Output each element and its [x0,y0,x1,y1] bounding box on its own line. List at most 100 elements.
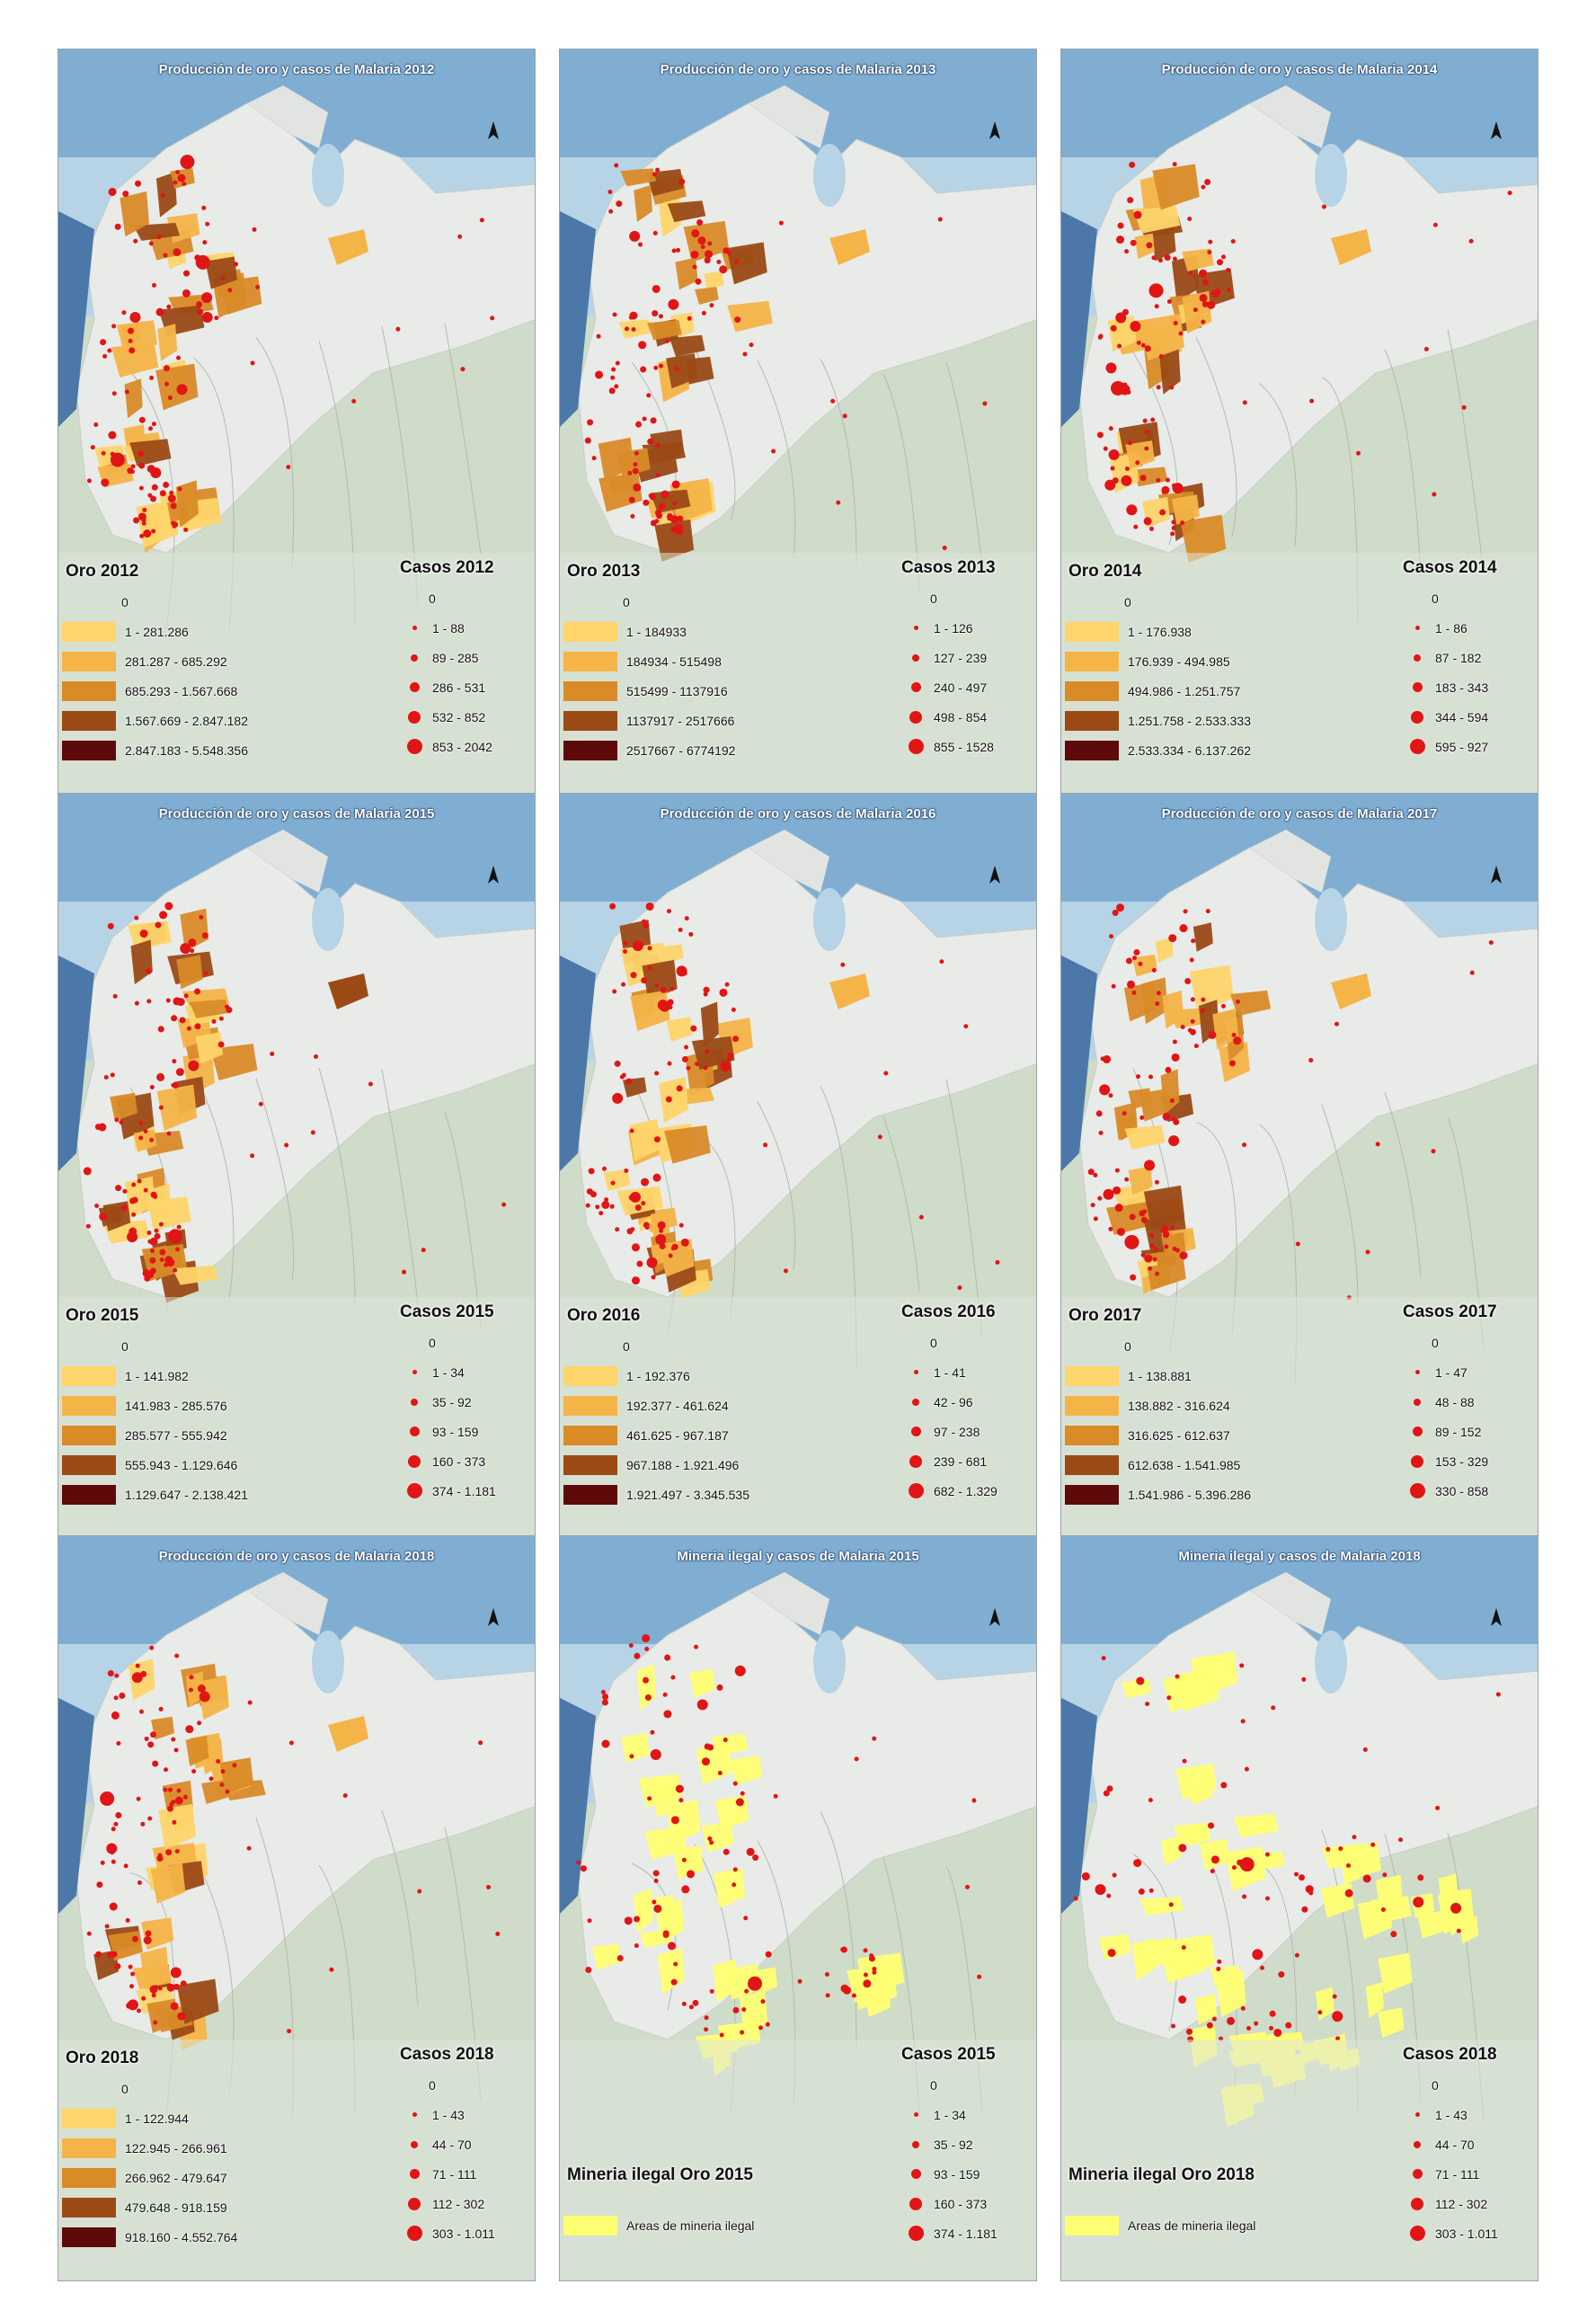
malaria-case-dot [501,1202,507,1207]
malaria-case-dot [107,922,114,929]
mining-area [111,342,159,378]
malaria-case-dot [136,1796,141,1801]
malaria-case-dot [176,1224,182,1230]
malaria-case-dot [1152,1257,1157,1262]
malaria-case-dot [135,180,142,187]
legend-swatch [62,2167,116,2188]
legend-row-oro: 285.577 - 555.942 [62,1420,305,1450]
mining-area [205,256,238,289]
malaria-case-dot [1139,1210,1146,1217]
malaria-case-dot [171,1800,176,1805]
malaria-case-dot [586,1188,593,1195]
mining-area [620,168,657,187]
malaria-case-dot [129,1984,135,1989]
legend-title: Mineria ilegal Oro 2018 [1068,2165,1255,2184]
malaria-case-dot [116,1741,121,1746]
mining-area [853,1976,884,2011]
legend-row-casos: 498 - 854 [898,702,1033,732]
malaria-case-dot [1431,1149,1436,1154]
malaria-case-dot [1136,1676,1145,1685]
mining-area [659,1239,695,1277]
malaria-case-dot [152,1760,159,1767]
malaria-case-dot [1103,446,1108,451]
mining-area [1375,1874,1404,1915]
mining-area [155,172,177,218]
malaria-case-dot [172,1819,177,1825]
malaria-case-dot [1112,909,1119,916]
legend-label: 374 - 1.181 [934,2226,998,2241]
malaria-case-dot [86,1931,92,1936]
malaria-case-dot [145,1930,152,1937]
legend-dot-cell [898,2105,934,2125]
malaria-case-dot [638,341,647,350]
malaria-case-dot [749,342,754,348]
legend-row-zero: 0 [1399,583,1534,613]
malaria-case-dot [149,1137,155,1142]
malaria-case-dot [650,417,657,424]
malaria-case-dot [1171,1053,1180,1062]
malaria-case-dot [1151,255,1157,261]
oro-legend: Oro 2013 0 1 - 184933 184934 - 515498 515499… [563,562,806,765]
malaria-case-dot [111,391,117,396]
malaria-case-dot [197,1684,206,1693]
admin-border [381,1809,419,2005]
legend-dot [1412,2169,1423,2179]
malaria-case-dot [700,244,705,250]
malaria-case-dot [1301,1906,1308,1913]
malaria-case-dot [1178,1844,1187,1853]
admin-border [882,373,920,591]
mining-area [124,378,143,419]
legend-label: 1 - 192.376 [626,1368,690,1383]
malaria-case-dot [1127,440,1132,446]
legend-label: 1 - 138.881 [1128,1368,1192,1383]
malaria-case-dot [460,367,466,372]
legend-dot-cell [396,2135,432,2155]
malaria-case-dot [98,1123,107,1132]
mining-area [1331,973,1371,1009]
legend-dot [909,710,922,724]
malaria-case-dot [164,902,173,911]
legend-label: 0 [930,2077,937,2093]
mining-area [1140,977,1168,1025]
legend-dot [412,1370,417,1374]
malaria-case-dot [598,1211,604,1216]
malaria-case-dot [655,473,661,478]
malaria-case-dot [658,314,663,319]
malaria-case-dot [1148,1888,1154,1893]
legend-dot-cell [396,2105,432,2125]
legend-dot-cell [1399,707,1435,727]
admin-border [1195,1122,1237,1334]
mining-area [700,1001,719,1047]
map-panel-4: Producción de oro y casos de Malaria 201… [58,793,536,1539]
legend-swatch [563,680,617,701]
legend-backdrop [560,553,1036,794]
malaria-case-dot [173,180,178,185]
malaria-case-dot [704,2027,709,2032]
mining-area [1189,964,1234,1012]
mining-area [110,1092,137,1122]
malaria-case-dot [695,278,702,285]
legend-row-casos: 160 - 373 [898,2189,1033,2218]
malaria-case-dot [131,1935,138,1942]
malaria-case-dot [148,426,154,431]
malaria-case-dot [1375,1142,1380,1147]
malaria-case-dot [1131,990,1137,995]
malaria-case-dot [652,1870,660,1877]
malaria-case-dot [1380,1907,1386,1913]
malaria-case-dot [127,327,134,334]
malaria-case-dot [1226,287,1231,292]
malaria-case-dot [1179,1251,1188,1260]
mining-area [98,1204,123,1227]
malaria-case-dot [1244,1766,1249,1772]
legend-row-casos: 1 - 43 [1399,2100,1534,2129]
legend-row-oro: 461.625 - 967.187 [563,1420,806,1450]
malaria-case-dot [1116,236,1125,244]
legend-dot [406,739,422,754]
malaria-case-dot [659,1000,670,1012]
malaria-case-dot [1148,1798,1153,1803]
malaria-case-dot [1269,2025,1274,2031]
guajira-land [247,830,328,893]
legend-swatch [62,2197,116,2218]
legend-row-casos: 97 - 238 [898,1417,1033,1446]
malaria-case-dot [114,1117,120,1123]
